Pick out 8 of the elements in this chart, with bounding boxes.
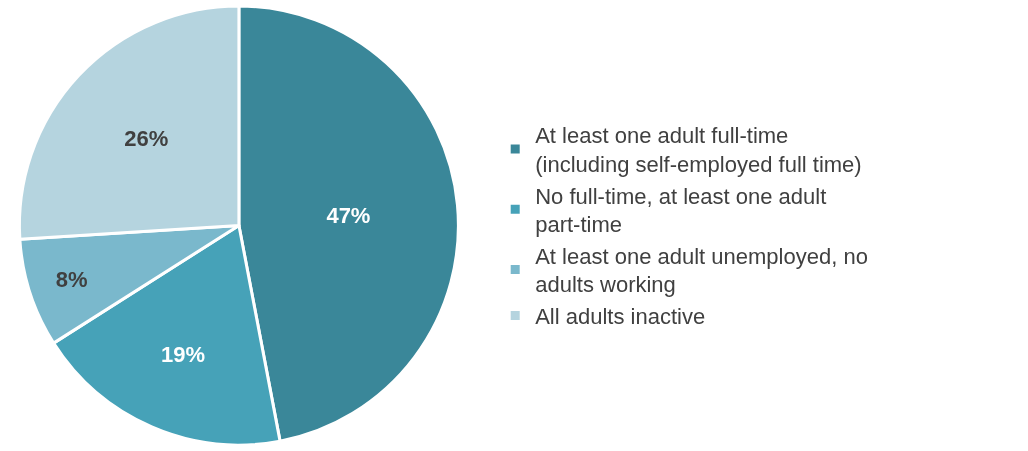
data-label: 19%	[161, 341, 206, 367]
legend-label: At least one adult full-time (including self-employed full time)	[535, 123, 862, 177]
legend-label: All adults inactive	[535, 303, 706, 329]
legend-label: No full-time, at least one adult part-time	[535, 183, 827, 238]
data-label: 47%	[326, 202, 371, 228]
legend-label: At least one adult unemployed, no adults working	[535, 243, 868, 298]
data-label: 26%	[124, 126, 169, 152]
data-label: 8%	[55, 267, 88, 293]
